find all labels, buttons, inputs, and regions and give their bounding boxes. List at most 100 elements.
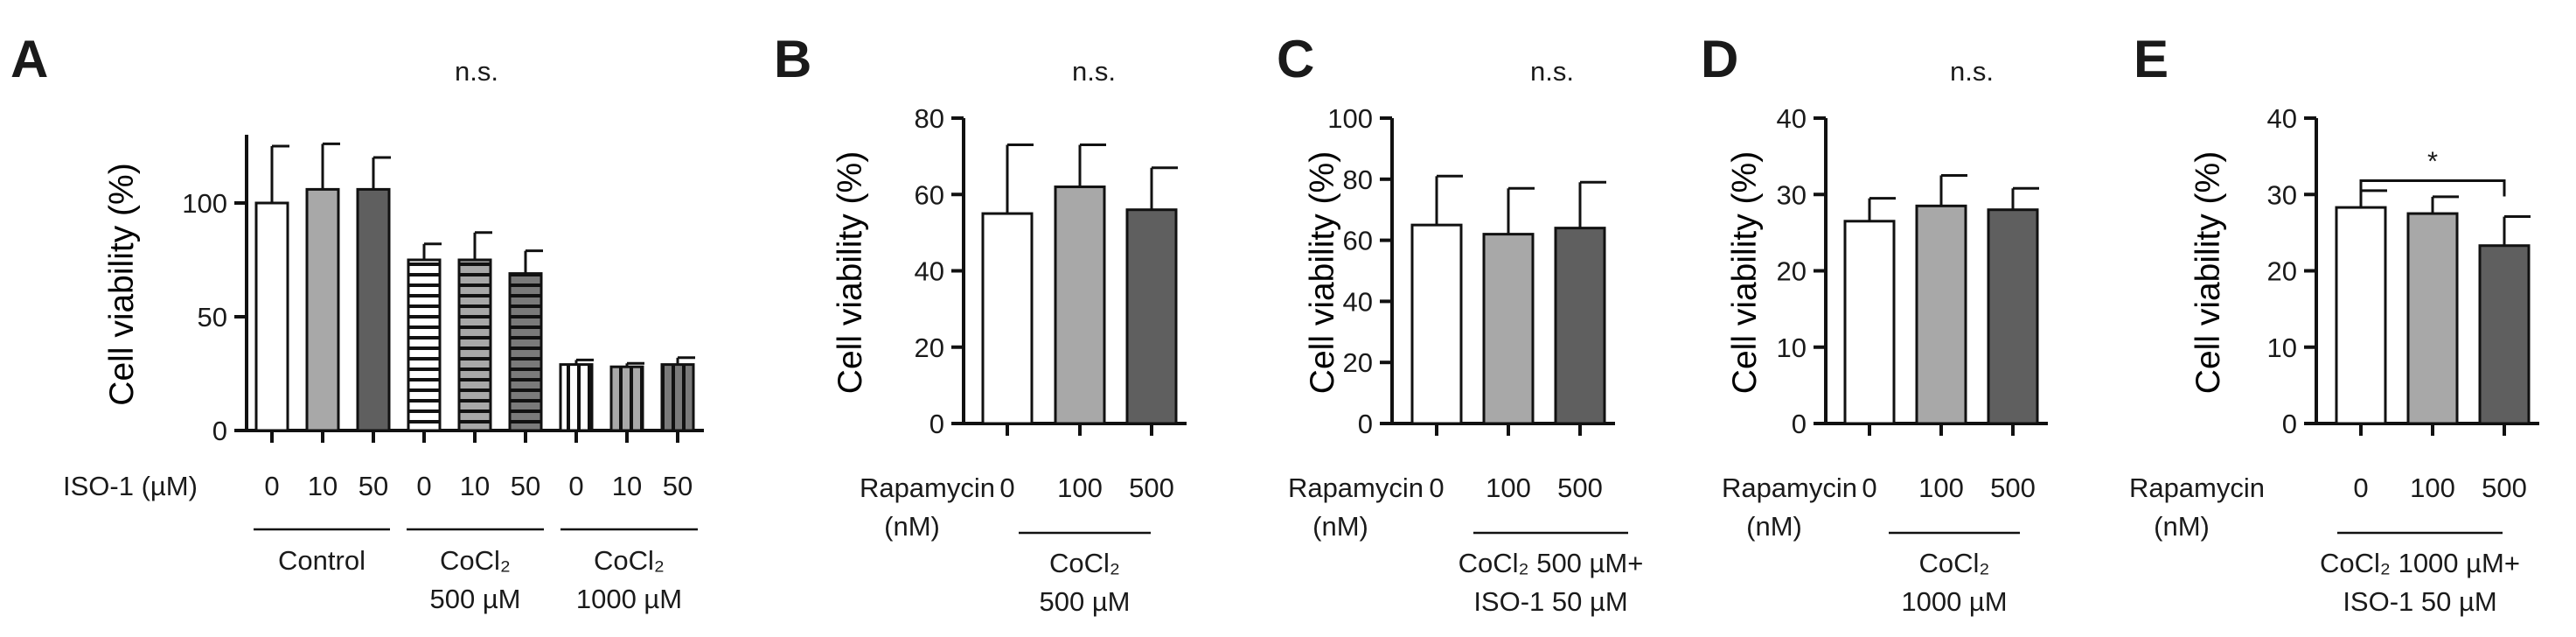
category-label: 50 bbox=[663, 471, 693, 501]
category-label: 10 bbox=[460, 471, 490, 501]
group-label: 500 µM bbox=[1039, 586, 1130, 617]
panel-letter: E bbox=[2134, 30, 2169, 88]
row-label: Rapamycin bbox=[1288, 472, 1424, 503]
bar-d-2 bbox=[1987, 208, 2039, 425]
panel-letter: B bbox=[774, 30, 811, 88]
significance-bracket bbox=[2359, 179, 2506, 197]
bar-b-1 bbox=[1054, 186, 1106, 425]
bar-e-2 bbox=[2478, 244, 2531, 425]
category-label: 100 bbox=[1918, 472, 1964, 503]
bar-a-4 bbox=[457, 258, 492, 432]
bar-d-1 bbox=[1915, 204, 1967, 425]
group-label: ISO-1 50 µM bbox=[2343, 586, 2496, 617]
row-label: ISO-1 (µM) bbox=[63, 471, 198, 501]
bar-b-0 bbox=[981, 212, 1034, 425]
y-tick-label: 30 bbox=[1777, 179, 1807, 210]
category-label: 0 bbox=[1429, 472, 1444, 503]
bar-a-7 bbox=[609, 365, 644, 432]
bar-a-6 bbox=[559, 363, 594, 432]
y-tick-label: 20 bbox=[1777, 256, 1807, 287]
group-label: 500 µM bbox=[429, 584, 520, 614]
panel-letter: A bbox=[10, 30, 48, 88]
category-label: 0 bbox=[999, 472, 1014, 503]
category-label: 0 bbox=[416, 471, 431, 501]
category-label: 0 bbox=[1862, 472, 1876, 503]
y-tick-label: 20 bbox=[2267, 256, 2297, 287]
bar-c-1 bbox=[1482, 233, 1535, 425]
category-label: 500 bbox=[2482, 472, 2527, 503]
y-tick-label: 10 bbox=[1777, 332, 1807, 363]
significance-label: n.s. bbox=[1072, 56, 1116, 87]
category-label: 10 bbox=[308, 471, 338, 501]
panel-e: E 0 10 20 30 40 Cell viability (%) 0 100 500 * Rapa… bbox=[2129, 30, 2539, 617]
bar-e-0 bbox=[2335, 206, 2387, 425]
group-label: 1000 µM bbox=[576, 584, 682, 614]
row-label-unit: (nM) bbox=[1746, 511, 1802, 542]
group-label: Control bbox=[278, 545, 366, 576]
group-label: CoCl₂ 500 µM+ bbox=[1459, 548, 1644, 578]
category-label: 0 bbox=[2353, 472, 2368, 503]
y-tick-label: 40 bbox=[915, 256, 944, 287]
bar-a-3 bbox=[407, 258, 442, 432]
panel-b: B 0 20 40 60 80 Cell viability (%) 0 100 500 n.s. R… bbox=[774, 30, 1187, 617]
y-tick-label: 100 bbox=[182, 188, 227, 219]
y-tick-label: 0 bbox=[1792, 409, 1807, 439]
y-tick-label: 50 bbox=[198, 302, 227, 332]
row-label-unit: (nM) bbox=[884, 511, 940, 542]
significance-label: n.s. bbox=[1530, 56, 1574, 87]
row-label: Rapamycin bbox=[860, 472, 995, 503]
y-axis-label: Cell viability (%) bbox=[2190, 151, 2227, 394]
category-label: 100 bbox=[1057, 472, 1103, 503]
bar-a-8 bbox=[660, 363, 695, 432]
y-tick-label: 40 bbox=[2267, 103, 2297, 134]
y-tick-label: 60 bbox=[1343, 226, 1373, 256]
y-axis-label: Cell viability (%) bbox=[1726, 151, 1764, 394]
bar-a-0 bbox=[254, 201, 289, 432]
category-label: 100 bbox=[1486, 472, 1531, 503]
group-label: CoCl₂ 1000 µM+ bbox=[2320, 548, 2520, 578]
row-label: Rapamycin bbox=[2129, 472, 2265, 503]
y-tick-label: 60 bbox=[915, 179, 944, 210]
panel-d: D 0 10 20 30 40 Cell viability (%) 0 100 500 n.s. R… bbox=[1701, 30, 2048, 617]
bar-b-2 bbox=[1125, 208, 1178, 425]
y-tick-label: 40 bbox=[1343, 286, 1373, 317]
significance-label: n.s. bbox=[1950, 56, 1994, 87]
category-label: 0 bbox=[264, 471, 279, 501]
y-tick-label: 80 bbox=[1343, 164, 1373, 195]
bar-c-0 bbox=[1410, 223, 1463, 425]
panel-letter: C bbox=[1277, 30, 1314, 88]
group-label: CoCl₂ bbox=[440, 545, 511, 576]
y-tick-label: 0 bbox=[1358, 409, 1373, 439]
panel-a: A 0 50 100 Cell viability (%) 0 10 50 0 10 50 0 10 50… bbox=[10, 30, 704, 614]
bar-a-2 bbox=[356, 187, 391, 432]
bar-a-5 bbox=[508, 272, 543, 432]
y-tick-label: 0 bbox=[2282, 409, 2297, 439]
category-label: 10 bbox=[612, 471, 642, 501]
y-axis-label: Cell viability (%) bbox=[1304, 151, 1341, 394]
row-label-unit: (nM) bbox=[1312, 511, 1368, 542]
y-tick-label: 0 bbox=[929, 409, 944, 439]
row-label: Rapamycin bbox=[1722, 472, 1857, 503]
category-label: 0 bbox=[568, 471, 583, 501]
category-label: 500 bbox=[1129, 472, 1174, 503]
y-tick-label: 40 bbox=[1777, 103, 1807, 134]
significance-label: * bbox=[2427, 146, 2438, 177]
bar-a-1 bbox=[305, 187, 340, 432]
category-label: 100 bbox=[2410, 472, 2455, 503]
bar-c-2 bbox=[1554, 227, 1606, 425]
y-tick-label: 20 bbox=[915, 332, 944, 363]
category-label: 50 bbox=[511, 471, 540, 501]
group-label: CoCl₂ bbox=[594, 545, 665, 576]
group-label: 1000 µM bbox=[1901, 586, 2007, 617]
bar-d-0 bbox=[1843, 220, 1896, 425]
y-tick-label: 10 bbox=[2267, 332, 2297, 363]
category-label: 50 bbox=[359, 471, 388, 501]
y-tick-label: 30 bbox=[2267, 179, 2297, 210]
bar-e-1 bbox=[2406, 212, 2459, 425]
group-label: CoCl₂ bbox=[1049, 548, 1120, 578]
group-label: ISO-1 50 µM bbox=[1473, 586, 1627, 617]
y-axis-label: Cell viability (%) bbox=[832, 151, 869, 394]
panel-letter: D bbox=[1701, 30, 1738, 88]
significance-label: n.s. bbox=[455, 56, 498, 87]
